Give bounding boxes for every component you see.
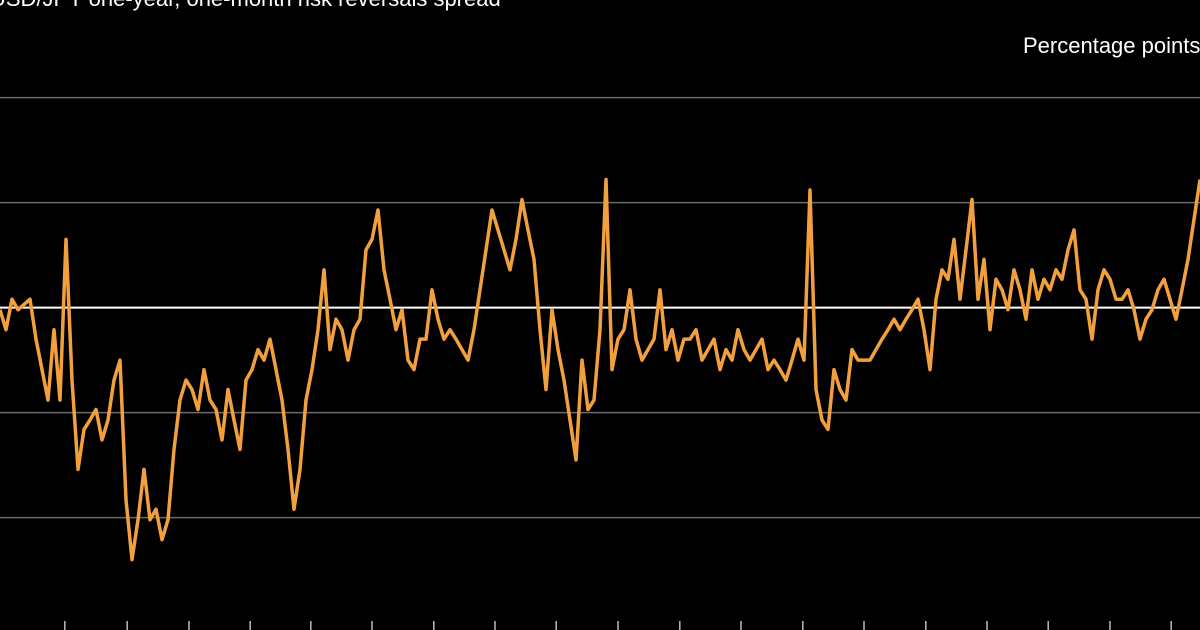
data-line xyxy=(0,177,1200,562)
chart-title: USD/JPY one-year, one-month risk reversa… xyxy=(0,0,501,11)
chart-subtitle: Percentage points xyxy=(1023,33,1200,58)
